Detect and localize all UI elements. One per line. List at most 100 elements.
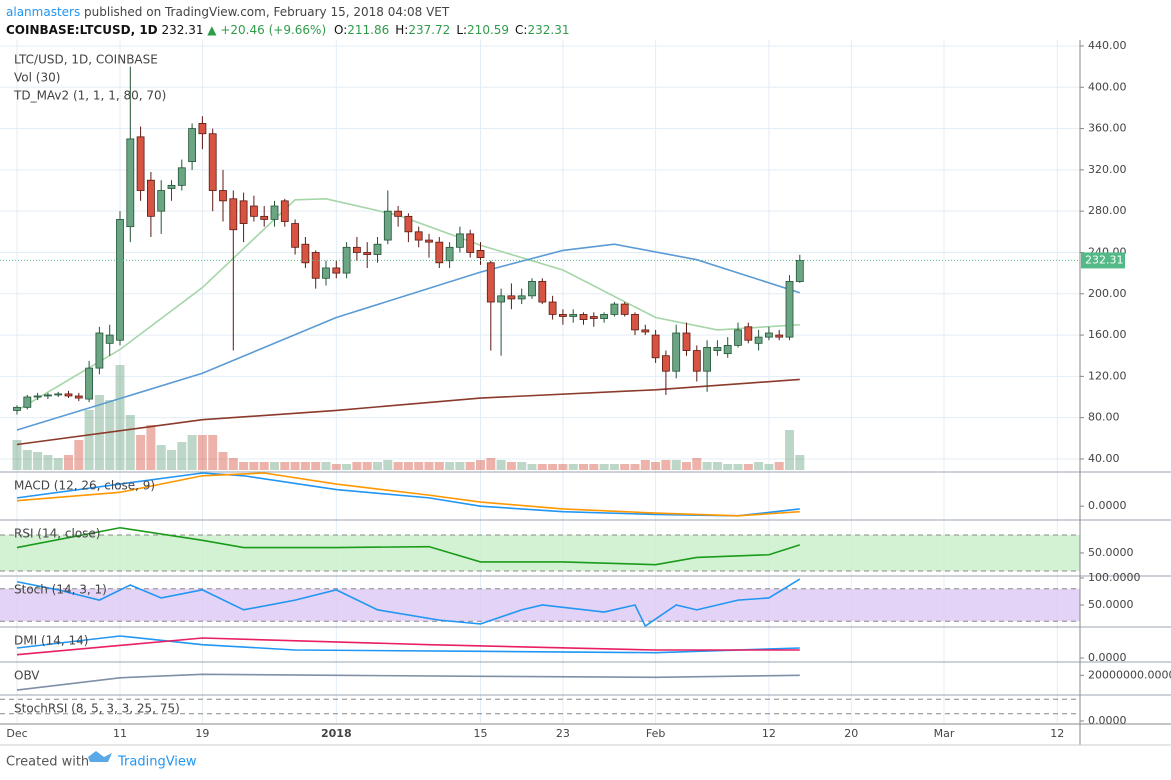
- candle-body: [723, 344, 732, 355]
- last-price: 232.31: [161, 23, 203, 37]
- volume-bar: [321, 462, 331, 470]
- candle-body: [641, 329, 650, 333]
- footer-brand[interactable]: TradingView: [117, 755, 197, 770]
- candle-body: [672, 332, 681, 372]
- candle-body: [476, 250, 485, 259]
- volume-bar: [403, 462, 413, 470]
- volume-bar: [692, 458, 702, 470]
- volume-bar: [393, 462, 403, 470]
- candle-body: [610, 303, 619, 315]
- candle-body: [116, 219, 124, 341]
- x-tick-label: Dec: [6, 727, 27, 740]
- candle-body: [631, 314, 639, 331]
- y-tick-label: 100.0000: [1088, 571, 1141, 584]
- indicator-line: [16, 472, 800, 517]
- volume-bar: [259, 462, 269, 470]
- candle-body: [373, 243, 382, 255]
- candle-body: [785, 280, 794, 338]
- candle-body: [85, 367, 93, 400]
- ohlc-label: O:: [334, 23, 347, 37]
- volume-bar: [352, 462, 362, 470]
- volume-bar: [764, 464, 774, 470]
- y-tick-label: 400.00: [1088, 80, 1127, 93]
- candle-body: [497, 295, 506, 303]
- indicator-line: [16, 635, 800, 654]
- legend-entry: Vol (30): [14, 71, 60, 85]
- footer-created: Created with: [6, 755, 89, 770]
- candle-body: [301, 243, 310, 264]
- ohlc-label: C:: [515, 23, 527, 37]
- published: published on TradingView.com, February 1…: [84, 5, 450, 19]
- volume-bar: [414, 462, 424, 470]
- candle-body: [404, 215, 413, 233]
- ohlc-value: 232.31: [527, 23, 569, 37]
- candle-body: [538, 280, 547, 303]
- ohlc: O:211.86 H:237.72 L:210.59 C:232.31: [334, 23, 570, 37]
- pane-label: RSI (14, close): [14, 527, 100, 541]
- candle-body: [33, 395, 42, 398]
- volume-bar: [579, 464, 588, 470]
- candle-body: [662, 355, 670, 372]
- indicator-line: [16, 526, 801, 566]
- indicator-line: [16, 673, 800, 691]
- y-tick-label: 280.00: [1088, 204, 1127, 217]
- volume-bar: [558, 464, 568, 470]
- plot: Dec 11 19 2018 15 23 Feb 12 20 Mar 12 40.00 80.00 120…: [0, 39, 1171, 746]
- x-tick-label: 19: [195, 727, 209, 740]
- x-tick-label: 11: [113, 727, 127, 740]
- candle-body: [95, 332, 104, 369]
- volume-bar: [486, 458, 496, 470]
- candle-body: [105, 334, 114, 344]
- volume-bar: [331, 464, 341, 470]
- volume-bar: [53, 458, 63, 470]
- candle-body: [311, 252, 320, 279]
- indicator-line: [16, 637, 800, 656]
- legend-entry: LTC/USD, 1D, COINBASE: [14, 53, 158, 67]
- candle-body: [620, 303, 629, 315]
- candle-body: [435, 241, 444, 264]
- candle-body: [528, 280, 536, 297]
- candle-body: [249, 205, 258, 217]
- y-tick-label: 440.00: [1088, 39, 1127, 52]
- volume-bar: [22, 450, 32, 470]
- volume-bar: [496, 460, 506, 470]
- volume-bar: [651, 462, 661, 470]
- symbol-line: COINBASE:LTCUSD, 1D 232.31 ▲ +20.46 (+9.…: [6, 23, 569, 37]
- pane-label: StochRSI (8, 5, 3, 3, 25, 75): [14, 702, 180, 716]
- candle-body: [146, 179, 155, 217]
- indicator-line: [16, 578, 801, 628]
- candle-body: [208, 133, 217, 191]
- volume-bar: [177, 442, 187, 470]
- candle-body: [198, 123, 207, 135]
- volume-bar: [548, 464, 558, 470]
- volume-bar: [723, 464, 733, 470]
- candle-body: [342, 246, 351, 274]
- candle-body: [394, 210, 403, 217]
- volume-bar: [115, 365, 125, 470]
- author[interactable]: alanmasters: [6, 5, 80, 19]
- candle-body: [270, 205, 279, 220]
- y-tick-label: 0.0000: [1088, 714, 1127, 727]
- candle-body: [765, 332, 773, 338]
- volume-bar: [774, 462, 784, 470]
- volume-bar: [640, 460, 650, 470]
- band-fill: [0, 534, 1080, 571]
- volume-bar: [620, 464, 630, 470]
- header-line: alanmasters published on TradingView.com…: [6, 5, 450, 19]
- volume-bar: [12, 440, 22, 470]
- candle-body: [795, 260, 804, 282]
- volume-bar: [249, 462, 259, 470]
- volume-bar: [94, 395, 104, 470]
- volume-bar: [671, 460, 681, 470]
- moving-average: [16, 243, 801, 431]
- indicator-line: [16, 472, 800, 517]
- candle-body: [229, 198, 238, 231]
- candle-body: [322, 267, 330, 279]
- volume-bar: [218, 452, 228, 470]
- volume-bar: [280, 462, 290, 470]
- volume-bar: [197, 435, 207, 470]
- candle-body: [775, 334, 784, 338]
- ohlc-value: 211.86: [347, 23, 389, 37]
- ohlc-value: 237.72: [408, 23, 450, 37]
